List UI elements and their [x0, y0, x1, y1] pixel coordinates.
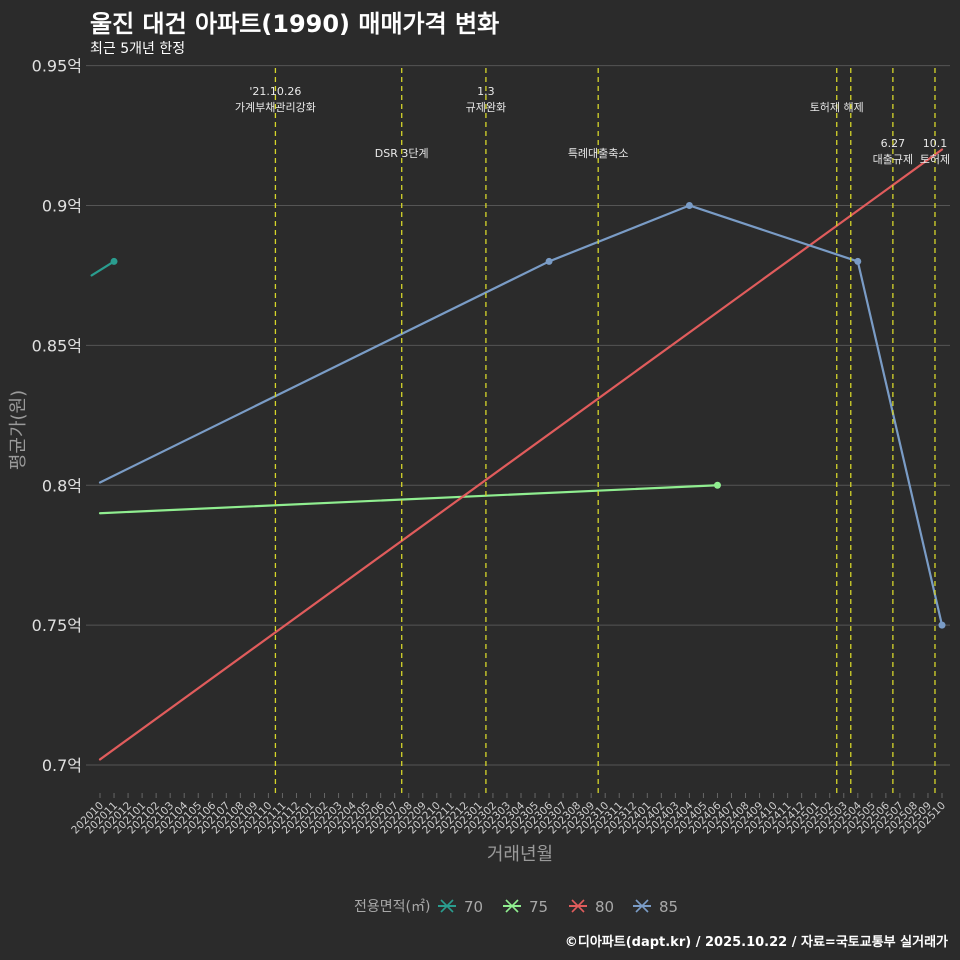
data-point-85 [685, 201, 693, 209]
event-label: 규제완화 [466, 101, 506, 114]
event-date-label: 10.1 [923, 137, 948, 150]
series-line-85 [98, 204, 944, 627]
legend: 전용면적(㎡) 70 75 80 85 [354, 898, 678, 916]
legend-key-cross [571, 899, 585, 913]
x-axis: 2020102020112020122021012021022021032021… [69, 793, 948, 836]
source-caption: ©디아파트(dapt.kr) / 2025.10.22 / 자료=국토교통부 실… [564, 935, 948, 950]
event-date-label: 1.3 [477, 85, 495, 98]
data-point-85 [545, 257, 553, 265]
data-point-85 [854, 257, 862, 265]
legend-item-80: 80 [569, 898, 614, 916]
legend-label: 85 [659, 898, 678, 916]
y-axis-title: 평균가(원) [8, 390, 29, 470]
data-point-70 [110, 257, 118, 265]
y-axis: 0.7억 0.75억 0.8억 0.85억 0.9억 0.95억 [32, 57, 82, 775]
y-tick-label: 0.75억 [32, 616, 82, 635]
y-tick-label: 0.95억 [32, 57, 82, 76]
legend-label: 80 [595, 898, 614, 916]
chart-subtitle: 최근 5개년 한정 [90, 41, 186, 57]
legend-title: 전용면적(㎡) [354, 899, 430, 915]
series-line-75 [98, 484, 719, 515]
series-layer [90, 148, 946, 761]
event-date-label: 6.27 [881, 137, 906, 150]
event-label: 토허제 해제 [810, 100, 864, 114]
legend-item-70: 70 [438, 898, 483, 916]
event-label: 가계부채관리강화 [235, 101, 316, 114]
y-tick-label: 0.9억 [42, 196, 82, 215]
series-line-70 [90, 260, 116, 277]
event-label: 대출규제 [873, 153, 913, 166]
y-tick-label: 0.8억 [42, 476, 82, 495]
y-tick-label: 0.85억 [32, 336, 82, 355]
event-label: DSR 3단계 [375, 147, 429, 160]
grid-layer [86, 65, 950, 766]
legend-item-75: 75 [503, 898, 548, 916]
data-point-75 [713, 481, 721, 489]
series-line-80 [98, 148, 944, 761]
legend-label: 75 [529, 898, 548, 916]
x-axis-title: 거래년월 [487, 844, 553, 865]
legend-label: 70 [464, 898, 483, 916]
data-point-85 [938, 621, 946, 629]
y-tick-label: 0.7억 [42, 756, 82, 775]
legend-item-85: 85 [633, 898, 678, 916]
legend-key-cross [505, 899, 519, 913]
legend-key-cross [440, 899, 454, 913]
event-date-label: '21.10.26 [249, 85, 301, 98]
legend-key-cross [635, 899, 649, 913]
event-label: 토허제 [920, 153, 950, 166]
event-label: 특례대출축소 [568, 147, 629, 160]
chart-title: 울진 대건 아파트(1990) 매매가격 변화 [90, 10, 500, 38]
